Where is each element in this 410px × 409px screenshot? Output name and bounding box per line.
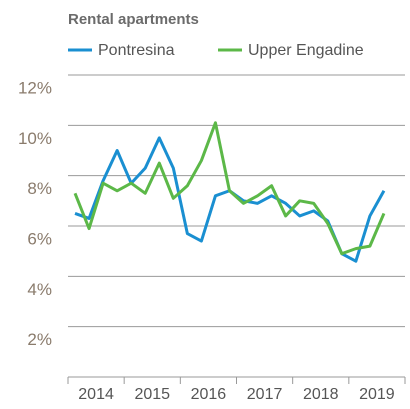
x-tick-label: 2016 bbox=[191, 386, 227, 403]
legend-label: Upper Engadine bbox=[248, 42, 364, 59]
legend-label: Pontresina bbox=[98, 42, 175, 59]
x-tick-label: 2018 bbox=[303, 386, 339, 403]
y-tick-label: 8% bbox=[27, 179, 52, 198]
x-tick-label: 2015 bbox=[134, 386, 170, 403]
y-tick-label: 10% bbox=[18, 129, 52, 148]
chart-title: Rental apartments bbox=[68, 11, 199, 28]
x-tick-label: 2017 bbox=[247, 386, 283, 403]
y-tick-label: 12% bbox=[18, 78, 52, 97]
x-tick-label: 2019 bbox=[359, 386, 395, 403]
series-line bbox=[73, 121, 386, 256]
x-tick-label: 2014 bbox=[78, 386, 114, 403]
y-tick-label: 2% bbox=[27, 330, 52, 349]
y-tick-label: 4% bbox=[27, 280, 52, 299]
y-tick-label: 6% bbox=[27, 229, 52, 248]
